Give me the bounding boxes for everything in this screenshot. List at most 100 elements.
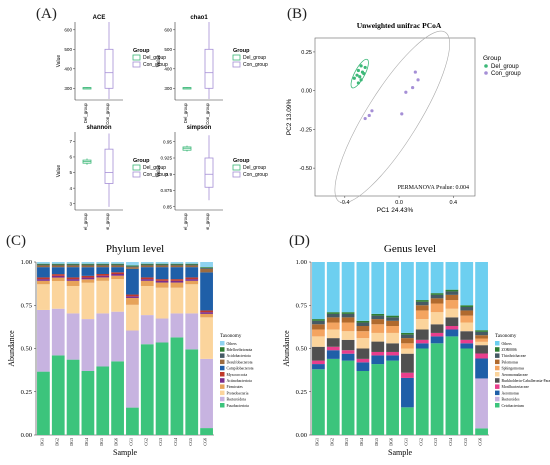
- legend-marker: [484, 71, 488, 75]
- bar-segment: [126, 296, 139, 298]
- bar-segment: [342, 350, 355, 353]
- bar-segment: [37, 264, 50, 265]
- y-axis-label: Value: [56, 55, 62, 68]
- legend-label: Con_group: [243, 62, 268, 68]
- bar-segment: [185, 265, 198, 266]
- bar-segment: [460, 343, 473, 348]
- bar-segment: [431, 324, 444, 333]
- legend-label: Others: [227, 342, 238, 346]
- y-tick-label: 300: [64, 86, 72, 91]
- bar-segment: [446, 329, 459, 336]
- bar-segment: [156, 262, 169, 264]
- bar-segment: [156, 319, 169, 343]
- bar-segment: [431, 336, 444, 343]
- y-tick-label: 0.75: [296, 302, 307, 309]
- x-tick-label: CG4: [173, 438, 178, 446]
- bar-segment: [371, 316, 384, 319]
- bar-segment: [357, 326, 370, 331]
- bar-segment: [200, 268, 213, 269]
- bar-segment: [460, 349, 473, 436]
- bar-segment: [126, 267, 139, 269]
- x-tick-label: DG5: [374, 438, 379, 446]
- bar-segment: [141, 344, 154, 435]
- bar-segment: [200, 312, 213, 314]
- boxplot-title: chao1: [190, 15, 208, 21]
- bar-segment: [446, 262, 459, 290]
- bar-segment: [401, 262, 414, 333]
- bar-segment: [67, 265, 80, 266]
- legend-swatch: [495, 403, 500, 408]
- legend-swatch: [495, 347, 500, 352]
- bar-segment: [171, 281, 184, 283]
- bar-segment: [67, 281, 80, 286]
- y-tick-label: 0.00: [301, 89, 312, 95]
- bar-segment: [67, 279, 80, 281]
- bar-segment: [431, 312, 444, 324]
- legend-title: Group: [133, 48, 150, 54]
- legend-label: Con_group: [491, 71, 521, 77]
- legend-swatch: [220, 347, 225, 352]
- legend-marker: [484, 64, 488, 68]
- x-tick-label: Con_group: [105, 102, 110, 124]
- data-point: [416, 78, 419, 81]
- bar-segment: [185, 267, 198, 277]
- bar-segment: [96, 277, 109, 280]
- bar-segment: [475, 428, 488, 435]
- permanova-annotation: PERMANOVA Pvalue: 0.004: [398, 185, 469, 191]
- bar-segment: [386, 262, 399, 316]
- x-tick-label: CG5: [463, 438, 468, 446]
- bar-segment: [357, 262, 370, 321]
- data-point: [411, 86, 414, 89]
- y-tick-label: 600: [164, 27, 172, 32]
- bar-segment: [185, 279, 198, 281]
- bar-segment: [371, 319, 384, 324]
- bar-segment: [52, 265, 65, 266]
- bar-segment: [431, 333, 444, 336]
- bar-segment: [386, 333, 399, 343]
- bar-segment: [52, 274, 65, 276]
- bar-segment: [96, 264, 109, 265]
- legend-title: Group: [233, 158, 250, 164]
- bar-segment: [67, 286, 80, 313]
- bar-segment: [327, 350, 340, 359]
- bar-segment: [357, 349, 370, 359]
- y-tick-label: -0.25: [299, 127, 312, 133]
- y-tick-label: 500: [164, 47, 172, 52]
- legend-label: Del_group: [143, 165, 166, 171]
- bar-segment: [67, 265, 80, 267]
- legend-title: Group: [233, 48, 250, 54]
- bar-segment: [342, 262, 355, 312]
- legend-swatch: [495, 366, 500, 371]
- bar-segment: [386, 317, 399, 320]
- x-tick-label: DG5: [99, 438, 104, 446]
- bar-segment: [37, 277, 50, 279]
- y-tick-label: 300: [164, 86, 172, 91]
- bar-segment: [96, 274, 109, 276]
- data-point: [360, 64, 363, 67]
- legend-title: Group: [133, 158, 150, 164]
- bar-segment: [67, 313, 80, 359]
- bar-segment: [185, 281, 198, 284]
- bar-segment: [171, 288, 184, 314]
- bar-segment: [431, 262, 444, 293]
- bar-segment: [156, 279, 169, 281]
- bar-segment: [96, 265, 109, 267]
- x-tick-label: Con_group: [205, 212, 210, 230]
- bar-segment: [312, 324, 325, 329]
- x-tick-label: DG1: [314, 438, 319, 446]
- y-axis-label: Abundance: [7, 330, 16, 367]
- data-point: [370, 109, 373, 112]
- bar-segment: [357, 338, 370, 348]
- x-tick-label: CG5: [188, 438, 193, 446]
- legend-swatch: [133, 62, 140, 67]
- bar-segment: [141, 277, 154, 279]
- bar-segment: [111, 279, 124, 312]
- data-point: [400, 112, 403, 115]
- bar-segment: [82, 283, 95, 319]
- data-point: [353, 77, 356, 80]
- bar-segment: [200, 269, 213, 272]
- x-tick-label: Del_group: [83, 102, 88, 123]
- legend-label: Del_group: [143, 55, 166, 61]
- legend-label: Del_group: [491, 64, 519, 70]
- bar-segment: [475, 332, 488, 335]
